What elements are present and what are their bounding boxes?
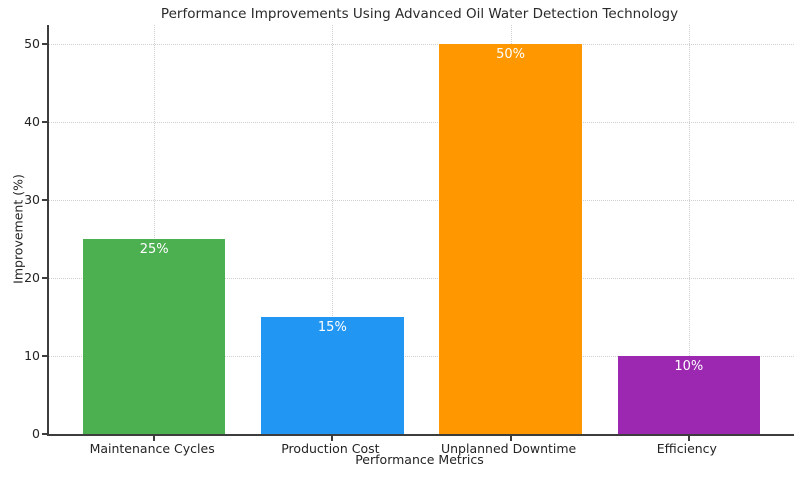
horizontal-gridline bbox=[49, 278, 794, 280]
y-tick bbox=[42, 43, 47, 46]
y-tick-label: 20 bbox=[24, 270, 40, 286]
plot-area: 25% 15% 50% 10% bbox=[42, 25, 794, 441]
x-tick bbox=[153, 436, 156, 441]
x-axis-label: Performance Metrics bbox=[355, 452, 484, 467]
chart-title: Performance Improvements Using Advanced … bbox=[160, 6, 679, 22]
x-tick-label: Unplanned Downtime bbox=[440, 441, 577, 456]
bar-value-label: 50% bbox=[496, 47, 526, 63]
x-tick bbox=[331, 436, 334, 441]
x-tick-label: Production Cost bbox=[281, 441, 380, 456]
y-tick-label: 50 bbox=[24, 36, 40, 52]
vertical-gridline bbox=[688, 25, 690, 434]
vertical-gridline bbox=[154, 25, 156, 434]
bar bbox=[261, 317, 404, 434]
x-tick-label: Maintenance Cycles bbox=[89, 441, 215, 456]
y-tick bbox=[42, 433, 47, 435]
vertical-gridline bbox=[332, 25, 334, 434]
y-tick-label: 30 bbox=[24, 192, 40, 208]
bar bbox=[82, 239, 226, 434]
bar bbox=[439, 44, 582, 434]
y-tick-label: 0 bbox=[32, 426, 40, 441]
y-tick-label: 10 bbox=[24, 348, 40, 364]
bar-value-label: 15% bbox=[317, 320, 347, 336]
x-tick-label: Efficiency bbox=[656, 441, 717, 456]
horizontal-gridline bbox=[49, 200, 794, 202]
y-tick bbox=[42, 199, 47, 202]
horizontal-gridline bbox=[49, 44, 794, 46]
x-tick bbox=[687, 436, 690, 441]
y-tick-label: 40 bbox=[24, 114, 40, 130]
y-tick bbox=[42, 355, 47, 358]
horizontal-gridline bbox=[49, 122, 794, 124]
bar bbox=[617, 356, 761, 434]
x-tick bbox=[509, 436, 512, 441]
y-tick bbox=[42, 121, 47, 124]
y-tick bbox=[42, 277, 47, 280]
bar-value-label: 25% bbox=[139, 242, 169, 258]
bar-value-label: 10% bbox=[674, 359, 704, 375]
y-axis-label: Improvement (%) bbox=[10, 174, 26, 284]
horizontal-gridline bbox=[49, 356, 794, 358]
